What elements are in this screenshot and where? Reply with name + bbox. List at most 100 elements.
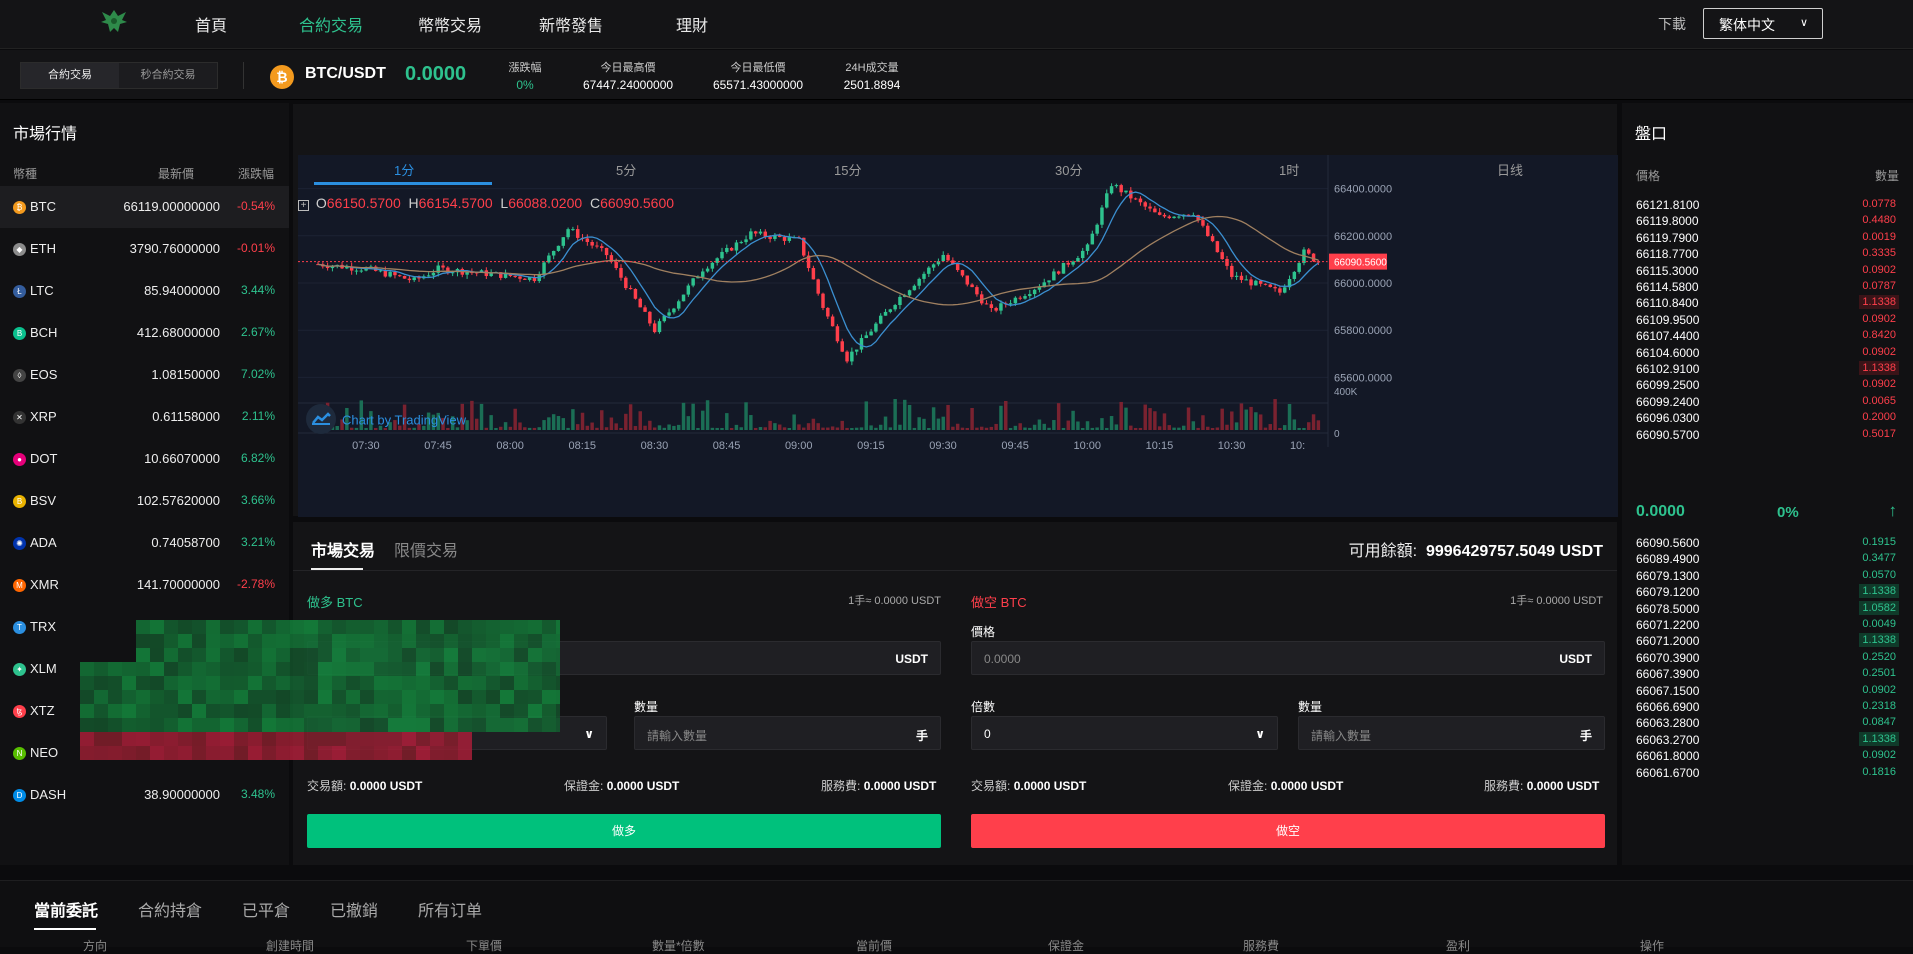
bid-row[interactable]: 66071.2000 1.1338 (1622, 631, 1913, 651)
bid-row[interactable]: 66071.2200 0.0049 (1622, 615, 1913, 635)
buy-long-button[interactable]: 做多 (307, 814, 941, 848)
short-multiplier-select[interactable]: 0 ∨ (971, 716, 1278, 750)
nav-new-coin-sale[interactable]: 新幣發售 (539, 18, 604, 35)
market-row[interactable]: T TRX (0, 606, 289, 648)
mosaic-tile (444, 718, 458, 732)
bid-row[interactable]: 66078.5000 1.0582 (1622, 599, 1913, 619)
nav-spot-trading[interactable]: 幣幣交易 (418, 18, 483, 35)
timeframe-15m[interactable]: 15分 (834, 163, 862, 178)
ask-row[interactable]: 66121.8100 0.0778 (1622, 195, 1913, 215)
collapse-icon[interactable]: + (298, 200, 309, 211)
ask-row[interactable]: 66114.5800 0.0787 (1622, 277, 1913, 297)
bid-row[interactable]: 66063.2800 0.0847 (1622, 713, 1913, 733)
market-row[interactable]: ✺ ADA 0.74058700 3.21% (0, 522, 289, 564)
ask-row[interactable]: 66099.2400 0.0065 (1622, 392, 1913, 412)
nav-contract-trading[interactable]: 合約交易 (299, 18, 364, 35)
candlestick-chart[interactable]: 66400.0000 66200.0000 66000.0000 65800.0000… (298, 155, 1618, 517)
bid-row[interactable]: 66090.5600 0.1915 (1622, 533, 1913, 553)
mosaic-tile (234, 648, 248, 662)
bid-row[interactable]: 66061.8000 0.0902 (1622, 746, 1913, 766)
sell-short-button[interactable]: 做空 (971, 814, 1605, 848)
ask-row[interactable]: 66107.4400 0.8420 (1622, 326, 1913, 346)
ask-row[interactable]: 66119.8000 0.4480 (1622, 211, 1913, 231)
ask-row[interactable]: 66119.7900 0.0019 (1622, 228, 1913, 248)
long-qty-unit: 手 (915, 729, 928, 743)
ask-row[interactable]: 66099.2500 0.0902 (1622, 375, 1913, 395)
ask-row[interactable]: 66115.3000 0.0902 (1622, 261, 1913, 281)
mosaic-tile (458, 620, 472, 634)
market-row[interactable]: ◊ EOS 1.08150000 7.02% (0, 354, 289, 396)
bid-row[interactable]: 66079.1300 0.0570 (1622, 566, 1913, 586)
mosaic-tile (374, 746, 388, 760)
bid-row[interactable]: 66067.1500 0.0902 (1622, 681, 1913, 701)
tab-limit-trade[interactable]: 限價交易 (394, 543, 459, 560)
timeframe-5m[interactable]: 5分 (616, 163, 637, 178)
tab-all-orders[interactable]: 所有订单 (418, 903, 483, 920)
bid-row[interactable]: 66089.4900 0.3477 (1622, 549, 1913, 569)
tab-closed[interactable]: 已平倉 (242, 903, 291, 920)
mosaic-tile (360, 662, 374, 676)
mosaic-tile (164, 746, 178, 760)
bid-row[interactable]: 66066.6900 0.2318 (1622, 697, 1913, 717)
volume-bar (725, 413, 729, 430)
market-row[interactable]: ✕ XRP 0.61158000 2.11% (0, 396, 289, 438)
timeframe-1h[interactable]: 1时 (1279, 163, 1300, 178)
chart-area[interactable]: 66400.0000 66200.0000 66000.0000 65800.0000… (298, 155, 1618, 517)
volume-bar (1157, 426, 1162, 430)
tradingview-attribution[interactable]: Chart by TradingView (306, 404, 466, 436)
bid-row[interactable]: 66067.3900 0.2501 (1622, 664, 1913, 684)
bid-row[interactable]: 66063.2700 1.1338 (1622, 730, 1913, 750)
market-row[interactable]: N NEO (0, 732, 289, 774)
tab-cancelled[interactable]: 已撤銷 (330, 903, 379, 920)
volume-bar (446, 427, 450, 430)
download-link[interactable]: 下載 (1658, 16, 1686, 32)
bid-row[interactable]: 66070.3900 0.2520 (1622, 648, 1913, 668)
short-qty-input[interactable]: 請輸入數量 手 (1298, 716, 1605, 750)
market-row[interactable]: B BSV 102.57620000 3.66% (0, 480, 289, 522)
market-row[interactable]: M XMR 141.70000000 -2.78% (0, 564, 289, 606)
mosaic-tile (514, 620, 528, 634)
ask-row[interactable]: 66118.7700 0.3335 (1622, 244, 1913, 264)
candle-body (1268, 284, 1273, 288)
long-qty-label: 數量 (634, 700, 659, 714)
ask-row[interactable]: 66096.0300 0.2000 (1622, 408, 1913, 428)
nav-finance[interactable]: 理財 (676, 18, 709, 35)
market-row[interactable]: B BCH 412.68000000 2.67% (0, 312, 289, 354)
mosaic-tile (528, 718, 542, 732)
market-row[interactable]: ₿ BTC 66119.00000000 -0.54% (0, 186, 289, 228)
candle-body (1162, 214, 1167, 217)
volume-bar (1076, 421, 1080, 430)
candle-body (710, 262, 715, 269)
ask-row[interactable]: 66102.9100 1.1338 (1622, 359, 1913, 379)
tab-market-trade[interactable]: 市場交易 (311, 543, 376, 560)
tab-second-contract[interactable]: 秒合約交易 (140, 69, 196, 81)
volume-bar (672, 425, 676, 430)
ob-quantity: 1.1338 (1859, 633, 1899, 648)
tab-current-orders[interactable]: 當前委託 (34, 903, 99, 920)
mosaic-tile (192, 704, 206, 718)
market-symbol: TRX (30, 619, 56, 634)
market-row[interactable]: ꜩ XTZ (0, 690, 289, 732)
timeframe-1m[interactable]: 1分 (394, 163, 415, 178)
volume-bar (383, 427, 388, 430)
short-price-field[interactable]: 0.0000 USDT (971, 641, 1605, 675)
market-row[interactable]: ✦ XLM (0, 648, 289, 690)
tab-contract[interactable]: 合約交易 (21, 63, 119, 88)
ask-row[interactable]: 66104.6000 0.0902 (1622, 343, 1913, 363)
long-qty-input[interactable]: 請輸入數量 手 (634, 716, 941, 750)
timeframe-1d[interactable]: 日线 (1497, 163, 1524, 178)
ask-row[interactable]: 66090.5700 0.5017 (1622, 425, 1913, 445)
market-row[interactable]: ◆ ETH 3790.76000000 -0.01% (0, 228, 289, 270)
language-select[interactable]: 繁体中文 ∨ (1703, 8, 1823, 39)
tab-positions[interactable]: 合約持倉 (138, 903, 203, 920)
bid-row[interactable]: 66061.6700 0.1816 (1622, 763, 1913, 783)
market-row[interactable]: Ł LTC 85.94000000 3.44% (0, 270, 289, 312)
logo[interactable] (98, 6, 130, 40)
nav-home[interactable]: 首頁 (195, 18, 228, 35)
ask-row[interactable]: 66110.8400 1.1338 (1622, 293, 1913, 313)
market-row[interactable]: D DASH 38.90000000 3.48% (0, 774, 289, 816)
ask-row[interactable]: 66109.9500 0.0902 (1622, 310, 1913, 330)
timeframe-30m[interactable]: 30分 (1055, 163, 1083, 178)
bid-row[interactable]: 66079.1200 1.1338 (1622, 582, 1913, 602)
market-row[interactable]: ● DOT 10.66070000 6.82% (0, 438, 289, 480)
